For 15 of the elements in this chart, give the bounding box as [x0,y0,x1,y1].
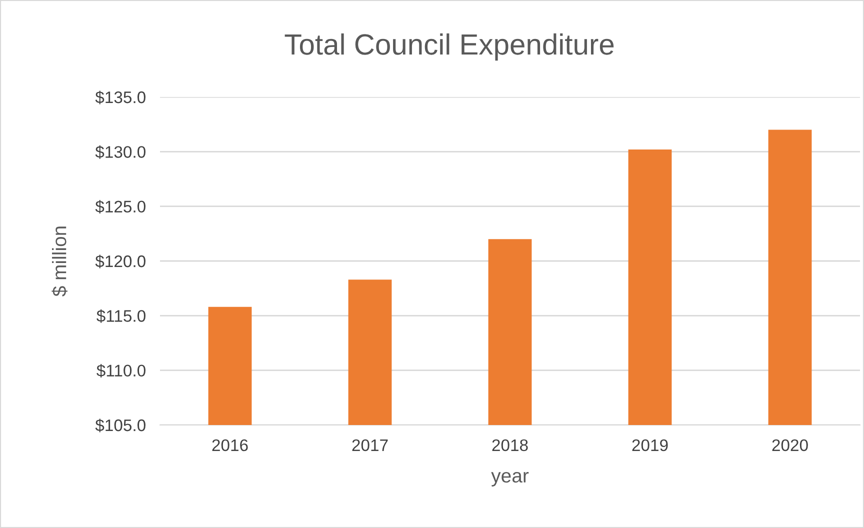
y-tick-label: $120.0 [95,254,146,268]
y-tick-label: $110.0 [96,364,146,378]
chart-title: Total Council Expenditure [284,33,614,61]
x-tick-label: 2018 [492,439,528,452]
y-tick-label: $115.0 [96,309,146,323]
y-axis-title: $ million [52,226,68,296]
y-tick-label: $135.0 [95,90,146,104]
x-tick-label: 2020 [772,439,808,452]
y-tick-label: $125.0 [95,200,146,214]
x-axis-title: year [491,472,529,486]
x-tick-label: 2017 [352,439,388,452]
y-tick-label: $105.0 [95,418,146,432]
x-tick-label: 2016 [212,439,248,452]
y-tick-label: $130.0 [95,145,146,159]
x-tick-label: 2019 [632,439,668,452]
